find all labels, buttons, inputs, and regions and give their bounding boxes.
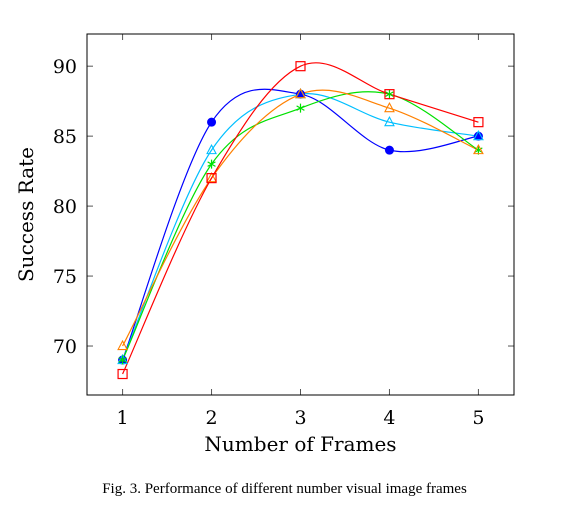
data-point <box>206 173 217 184</box>
x-tick-label: 3 <box>294 407 306 429</box>
y-tick-label: 75 <box>53 266 77 288</box>
series-lines <box>122 62 479 375</box>
line-chart: 1 2 3 4 5 70 75 80 85 90 Number of Frames Success… <box>14 33 515 456</box>
data-point <box>117 368 128 380</box>
data-point <box>473 129 484 141</box>
data-point <box>385 89 394 99</box>
figure-caption: Fig. 3. Performance of different number … <box>102 481 467 497</box>
data-point <box>473 117 484 128</box>
data-point <box>473 143 484 155</box>
y-tick-label: 80 <box>53 196 77 218</box>
data-point <box>384 89 395 100</box>
series-line-2 <box>122 91 479 361</box>
series-line-3 <box>122 89 479 347</box>
data-point <box>384 115 395 127</box>
data-point <box>117 339 128 351</box>
x-tick-label: 5 <box>472 407 484 429</box>
x-axis-label: Number of Frames <box>204 432 396 456</box>
x-tick-label: 4 <box>383 407 395 429</box>
data-point <box>296 103 305 113</box>
series-line-1 <box>122 93 479 361</box>
series-markers <box>117 61 484 380</box>
y-tick-label: 85 <box>53 126 77 148</box>
data-point <box>384 101 395 113</box>
axis-ticks <box>87 34 514 395</box>
series-line-0 <box>122 88 479 361</box>
series-line-4 <box>122 62 479 375</box>
data-point <box>206 143 217 155</box>
data-point <box>384 145 394 155</box>
data-point <box>295 87 306 99</box>
x-tick-label: 2 <box>205 407 217 429</box>
data-point <box>207 117 217 127</box>
tick-labels: 1 2 3 4 5 70 75 80 85 90 <box>53 56 485 429</box>
y-tick-label: 90 <box>53 56 77 78</box>
y-axis-label: Success Rate <box>14 147 38 282</box>
data-point <box>207 159 216 169</box>
data-point <box>473 131 483 141</box>
data-point <box>296 89 305 99</box>
y-tick-label: 70 <box>53 336 77 358</box>
data-point <box>295 61 306 72</box>
plot-frame <box>86 33 515 396</box>
data-point <box>206 171 217 183</box>
data-point <box>118 355 127 365</box>
x-tick-label: 1 <box>117 407 129 429</box>
